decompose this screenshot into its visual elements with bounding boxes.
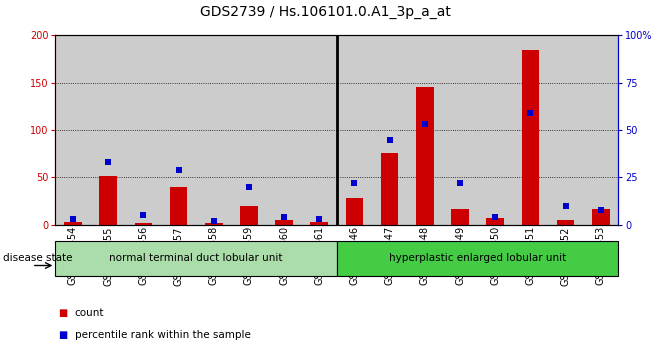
Bar bbox=[372, 35, 408, 225]
Bar bbox=[275, 220, 293, 225]
Bar bbox=[337, 35, 372, 225]
Bar bbox=[231, 35, 266, 225]
Text: ■: ■ bbox=[59, 330, 68, 339]
Bar bbox=[55, 35, 90, 225]
Bar bbox=[301, 35, 337, 225]
Bar bbox=[266, 35, 301, 225]
Text: count: count bbox=[75, 308, 104, 318]
Bar bbox=[170, 187, 187, 225]
Text: ■: ■ bbox=[59, 308, 68, 318]
Text: GDS2739 / Hs.106101.0.A1_3p_a_at: GDS2739 / Hs.106101.0.A1_3p_a_at bbox=[200, 5, 451, 19]
Bar bbox=[337, 241, 618, 276]
Bar bbox=[100, 176, 117, 225]
Bar bbox=[64, 222, 82, 225]
Bar bbox=[161, 35, 196, 225]
Bar bbox=[486, 218, 504, 225]
Bar bbox=[240, 206, 258, 225]
Text: disease state: disease state bbox=[3, 253, 73, 263]
Bar bbox=[205, 223, 223, 225]
Bar bbox=[583, 35, 618, 225]
Bar bbox=[135, 223, 152, 225]
Text: percentile rank within the sample: percentile rank within the sample bbox=[75, 330, 251, 339]
Bar bbox=[478, 35, 513, 225]
Bar bbox=[311, 222, 328, 225]
Bar bbox=[513, 35, 548, 225]
Bar bbox=[521, 50, 539, 225]
Bar bbox=[126, 35, 161, 225]
Bar bbox=[548, 35, 583, 225]
Bar bbox=[90, 35, 126, 225]
Bar bbox=[592, 209, 609, 225]
Bar bbox=[451, 209, 469, 225]
Bar bbox=[408, 35, 443, 225]
Text: hyperplastic enlarged lobular unit: hyperplastic enlarged lobular unit bbox=[389, 253, 566, 263]
Text: normal terminal duct lobular unit: normal terminal duct lobular unit bbox=[109, 253, 283, 263]
Bar bbox=[55, 241, 337, 276]
Bar bbox=[196, 35, 231, 225]
Bar bbox=[381, 153, 398, 225]
Bar bbox=[346, 198, 363, 225]
Bar bbox=[443, 35, 478, 225]
Bar bbox=[557, 220, 574, 225]
Bar bbox=[416, 87, 434, 225]
